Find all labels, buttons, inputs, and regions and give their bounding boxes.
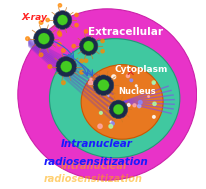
Circle shape (126, 74, 129, 77)
Ellipse shape (49, 39, 179, 158)
Circle shape (83, 41, 93, 51)
Text: Intranuclear: Intranuclear (60, 139, 132, 149)
Circle shape (97, 84, 98, 86)
Circle shape (57, 31, 61, 35)
Circle shape (101, 39, 104, 43)
Circle shape (57, 42, 61, 46)
Text: Intranuclear: Intranuclear (60, 161, 128, 171)
Circle shape (39, 21, 43, 24)
Circle shape (138, 101, 141, 104)
Text: Nucleus: Nucleus (118, 88, 155, 97)
Circle shape (152, 82, 154, 84)
Circle shape (89, 78, 91, 80)
Text: Cytoplasm: Cytoplasm (114, 65, 167, 74)
Circle shape (61, 49, 65, 52)
Circle shape (135, 85, 137, 87)
Circle shape (88, 81, 92, 85)
Circle shape (132, 104, 135, 107)
Circle shape (75, 23, 78, 27)
Ellipse shape (81, 65, 162, 139)
Text: Extracellular: Extracellular (88, 27, 163, 37)
Circle shape (97, 124, 102, 128)
Circle shape (110, 122, 114, 125)
Circle shape (61, 81, 65, 84)
Circle shape (107, 95, 108, 97)
Circle shape (80, 59, 83, 63)
Circle shape (80, 70, 83, 74)
Circle shape (75, 13, 78, 17)
Circle shape (152, 115, 154, 118)
Circle shape (101, 50, 104, 53)
Circle shape (151, 81, 154, 84)
Circle shape (97, 80, 109, 91)
Circle shape (26, 37, 29, 40)
Circle shape (58, 33, 61, 36)
Circle shape (109, 100, 127, 119)
Circle shape (125, 108, 127, 109)
Circle shape (108, 107, 111, 110)
Text: radiosensitization: radiosensitization (44, 174, 142, 184)
Circle shape (137, 105, 140, 108)
Text: ✕: ✕ (125, 68, 135, 78)
Circle shape (147, 96, 149, 97)
Circle shape (93, 75, 113, 95)
Circle shape (34, 28, 54, 49)
Circle shape (129, 79, 132, 82)
Circle shape (56, 56, 76, 77)
Circle shape (60, 61, 71, 72)
Ellipse shape (18, 9, 196, 180)
Circle shape (99, 112, 102, 114)
Circle shape (72, 44, 75, 48)
Circle shape (53, 11, 71, 29)
Circle shape (113, 104, 123, 115)
Circle shape (58, 4, 61, 7)
Circle shape (126, 104, 129, 106)
Circle shape (152, 102, 155, 105)
Circle shape (111, 75, 115, 79)
Circle shape (57, 15, 67, 25)
Circle shape (108, 125, 112, 128)
Circle shape (84, 59, 87, 62)
Circle shape (84, 30, 87, 33)
Circle shape (39, 53, 43, 57)
Circle shape (38, 33, 49, 44)
Circle shape (46, 18, 49, 22)
Text: X-ray: X-ray (21, 13, 47, 22)
Circle shape (79, 37, 97, 55)
Circle shape (115, 107, 117, 109)
Circle shape (110, 121, 111, 123)
Circle shape (48, 65, 52, 68)
Text: radiosensitization: radiosensitization (44, 157, 148, 167)
